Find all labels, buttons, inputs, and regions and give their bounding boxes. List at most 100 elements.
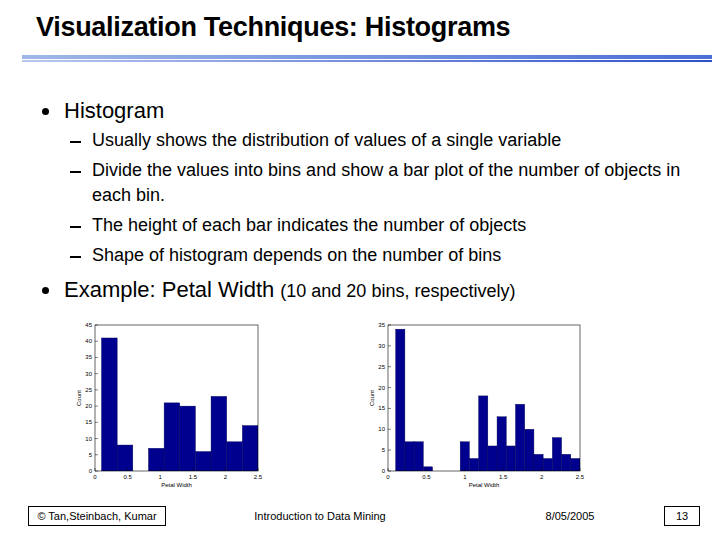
bars bbox=[102, 338, 258, 471]
y-tick bbox=[95, 438, 98, 439]
bullet: Histogram bbox=[40, 97, 700, 125]
x-tick bbox=[95, 468, 96, 471]
y-tick-label: 15 bbox=[378, 405, 385, 411]
y-tick-label: 0 bbox=[382, 468, 386, 474]
histogram-bar bbox=[396, 329, 405, 471]
histogram-bar bbox=[571, 458, 580, 471]
histogram-bar bbox=[479, 396, 488, 471]
y-tick bbox=[95, 357, 98, 358]
x-tick-label: 0.5 bbox=[123, 474, 132, 480]
x-tick-label: 0.5 bbox=[422, 474, 431, 480]
histogram-bar bbox=[552, 438, 561, 471]
bullet-text: Example: Petal Width bbox=[64, 277, 274, 302]
charts-canvas: 05101520253035404500.511.522.5Petal Widt… bbox=[0, 0, 720, 540]
histogram-bar bbox=[469, 458, 478, 471]
y-axis-label: Count bbox=[76, 390, 82, 406]
histogram-bar bbox=[102, 338, 118, 471]
y-tick bbox=[388, 366, 391, 367]
plot-frame bbox=[95, 325, 258, 471]
x-tick bbox=[580, 468, 581, 471]
histogram-bar bbox=[515, 404, 524, 471]
x-tick-label: 2.5 bbox=[254, 474, 263, 480]
y-tick-label: 10 bbox=[85, 436, 92, 442]
y-tick bbox=[95, 389, 98, 390]
histogram-bar bbox=[117, 445, 133, 471]
x-tick-label: 0 bbox=[93, 474, 97, 480]
footer-copyright: © Tan,Steinbach, Kumar bbox=[28, 506, 166, 526]
x-tick-label: 0 bbox=[386, 474, 390, 480]
title-rule-dark bbox=[22, 60, 712, 62]
bullet-dot bbox=[42, 108, 49, 115]
x-tick bbox=[127, 468, 128, 471]
y-tick bbox=[95, 325, 98, 326]
histogram-chart: 0510152025303500.511.522.5Petal WidthCou… bbox=[369, 322, 585, 488]
x-tick-label: 1 bbox=[159, 474, 163, 480]
y-tick-label: 15 bbox=[85, 419, 92, 425]
y-tick-label: 35 bbox=[378, 322, 385, 328]
title-rule-light bbox=[22, 55, 712, 59]
histogram-bar bbox=[562, 454, 571, 471]
sub-bullet: Divide the values into bins and show a b… bbox=[40, 158, 692, 208]
x-tick-label: 2.5 bbox=[576, 474, 585, 480]
histogram-bar bbox=[497, 417, 506, 471]
y-tick bbox=[388, 408, 391, 409]
y-tick bbox=[388, 325, 391, 326]
histogram-bar bbox=[211, 396, 227, 471]
x-tick-label: 2 bbox=[540, 474, 544, 480]
x-tick bbox=[541, 468, 542, 471]
y-tick bbox=[388, 450, 391, 451]
histogram-bar bbox=[195, 452, 211, 471]
plot-area bbox=[388, 325, 580, 471]
histogram-bar bbox=[414, 442, 423, 471]
histogram-bar bbox=[506, 446, 515, 471]
y-tick-label: 0 bbox=[89, 468, 93, 474]
footer-page: 13 bbox=[664, 506, 700, 526]
y-tick-label: 25 bbox=[378, 364, 385, 370]
footer-course: Introduction to Data Mining bbox=[230, 507, 410, 525]
sub-bullet-text: Divide the values into bins and show a b… bbox=[92, 160, 680, 205]
y-tick bbox=[95, 373, 98, 374]
y-tick bbox=[95, 471, 98, 472]
y-tick-label: 40 bbox=[85, 338, 92, 344]
x-tick bbox=[464, 468, 465, 471]
histogram-bar bbox=[460, 442, 469, 471]
x-tick bbox=[503, 468, 504, 471]
x-tick bbox=[225, 468, 226, 471]
histogram-bar bbox=[242, 426, 258, 471]
sub-bullet: Shape of histogram depends on the number… bbox=[40, 243, 692, 268]
sub-bullet-text: The height of each bar indicates the num… bbox=[92, 215, 526, 235]
y-tick bbox=[95, 341, 98, 342]
slide-title: Visualization Techniques: Histograms bbox=[36, 12, 510, 43]
x-tick-label: 1.5 bbox=[499, 474, 508, 480]
plot-frame bbox=[388, 325, 580, 471]
y-tick bbox=[388, 387, 391, 388]
footer-date: 8/05/2005 bbox=[535, 507, 605, 525]
bullet-list: Histogram Usually shows the distribution … bbox=[40, 97, 700, 305]
bars bbox=[396, 329, 580, 471]
x-tick bbox=[160, 468, 161, 471]
histogram-bar bbox=[227, 442, 243, 471]
x-tick bbox=[388, 468, 389, 471]
x-tick bbox=[258, 468, 259, 471]
y-axis-label: Count bbox=[369, 390, 375, 406]
sub-bullet-text: Shape of histogram depends on the number… bbox=[92, 245, 501, 265]
x-axis-label: Petal Width bbox=[469, 482, 500, 488]
histogram-bar bbox=[148, 448, 164, 471]
y-tick bbox=[388, 471, 391, 472]
bullet: Example: Petal Width(10 and 20 bins, res… bbox=[40, 276, 700, 305]
bullet-text: Histogram bbox=[64, 98, 164, 123]
histogram-bar bbox=[534, 454, 543, 471]
histogram-bar bbox=[543, 458, 552, 471]
bullet-dot bbox=[42, 287, 49, 294]
histogram-bar bbox=[405, 442, 414, 471]
y-tick bbox=[388, 429, 391, 430]
x-axis-label: Petal Width bbox=[161, 482, 192, 488]
sub-bullet-text: Usually shows the distribution of values… bbox=[92, 130, 561, 150]
y-tick bbox=[95, 406, 98, 407]
plot-area bbox=[95, 325, 258, 471]
histogram-bar bbox=[423, 467, 432, 471]
y-tick-label: 5 bbox=[89, 452, 93, 458]
x-tick-label: 2 bbox=[224, 474, 228, 480]
histogram-chart: 05101520253035404500.511.522.5Petal Widt… bbox=[76, 322, 263, 488]
y-tick bbox=[95, 454, 98, 455]
